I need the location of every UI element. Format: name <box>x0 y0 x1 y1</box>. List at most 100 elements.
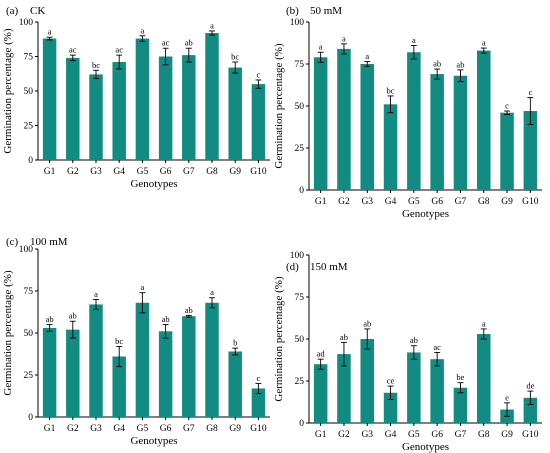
bar <box>205 33 219 160</box>
significance-letter: a <box>365 51 369 61</box>
bar <box>313 57 328 190</box>
x-tick-label: G2 <box>67 424 79 434</box>
significance-letter: be <box>456 372 464 382</box>
chart-panel: (b) 50 mM 0 25 50 75 100 Germination percentage… <box>273 5 542 220</box>
bar <box>383 392 398 423</box>
x-axis-title: Genotypes <box>130 435 177 447</box>
panel-label: (d) <box>286 261 299 273</box>
bar <box>523 397 538 423</box>
bar <box>66 329 80 417</box>
bar <box>476 50 491 191</box>
y-tick-label: 100 <box>290 18 305 28</box>
panel-label: (b) <box>286 5 299 17</box>
bar <box>158 56 173 160</box>
bar <box>228 67 242 160</box>
y-tick-label: 75 <box>24 53 34 63</box>
y-tick-label: 25 <box>295 377 305 387</box>
bar <box>42 38 57 161</box>
x-tick-label: G6 <box>431 197 443 207</box>
bar <box>182 316 196 417</box>
bar <box>430 359 444 423</box>
x-tick-label: G4 <box>113 424 125 434</box>
significance-letter: bc <box>92 60 100 70</box>
x-tick-label: G6 <box>160 424 172 434</box>
bar <box>42 327 57 417</box>
panel-condition: 100 mM <box>30 236 68 248</box>
significance-letter: ab <box>363 318 371 328</box>
bar <box>337 48 351 190</box>
significance-letter: b <box>233 338 237 348</box>
x-tick-label: G7 <box>183 424 195 434</box>
x-tick-label: G10 <box>250 167 267 177</box>
bar <box>453 387 468 423</box>
y-tick-label: 75 <box>24 287 34 297</box>
x-tick-label: G8 <box>206 167 218 177</box>
x-tick-label: G2 <box>67 167 79 177</box>
x-tick-label: G9 <box>229 424 241 434</box>
y-tick-label: 0 <box>28 156 33 166</box>
x-tick-label: G9 <box>501 430 513 440</box>
significance-letter: ab <box>433 59 441 69</box>
x-axis-title: Genotypes <box>130 178 177 190</box>
bar <box>135 302 150 417</box>
chart-panel: (c) 100 mM 0 25 50 75 100 Germination percentag… <box>2 236 270 447</box>
bar <box>360 64 375 190</box>
bar <box>500 112 514 190</box>
y-tick-label: 75 <box>295 60 305 70</box>
significance-letter: a <box>319 42 323 52</box>
significance-letter: ab <box>162 314 170 324</box>
y-tick-label: 0 <box>299 186 304 196</box>
y-tick-label: 100 <box>19 245 34 255</box>
y-tick-label: 25 <box>24 371 34 381</box>
y-tick-label: 25 <box>24 122 34 132</box>
panel-condition: 150 mM <box>310 261 348 273</box>
y-tick-label: 25 <box>295 144 305 154</box>
y-axis-title: Germination percentage (%) <box>273 43 285 169</box>
x-tick-label: G1 <box>44 424 56 434</box>
y-tick-label: 75 <box>295 293 305 303</box>
x-tick-label: G7 <box>455 430 467 440</box>
y-axis-title: Germination percentage (%) <box>2 28 14 154</box>
x-tick-label: G8 <box>478 430 490 440</box>
x-tick-label: G1 <box>315 197 327 207</box>
significance-letter: bc <box>115 336 123 346</box>
y-tick-label: 0 <box>299 419 304 429</box>
bar <box>112 356 126 417</box>
bar <box>453 75 468 190</box>
chart-panel: (d) 150 mM 0 25 50 75 100 Germination percentag… <box>273 251 542 453</box>
significance-letter: ac <box>433 342 441 352</box>
x-tick-label: G3 <box>361 197 373 207</box>
bar <box>182 55 196 161</box>
panel-label: (c) <box>6 236 19 248</box>
x-tick-label: G2 <box>338 430 350 440</box>
bar <box>89 304 103 417</box>
significance-letter: ab <box>456 59 464 69</box>
x-tick-label: G9 <box>229 167 241 177</box>
y-axis-title: Germination percentage (%) <box>2 270 14 396</box>
significance-letter: ce <box>387 376 395 386</box>
significance-letter: ac <box>115 45 123 55</box>
x-tick-label: G4 <box>385 430 397 440</box>
bar <box>135 38 150 161</box>
bar <box>66 57 80 160</box>
significance-letter: de <box>526 381 534 391</box>
significance-letter: ab <box>46 314 54 324</box>
x-tick-label: G8 <box>478 197 490 207</box>
x-tick-label: G4 <box>385 197 397 207</box>
significance-letter: c <box>257 373 261 383</box>
y-tick-label: 50 <box>295 335 305 345</box>
significance-letter: a <box>342 33 346 43</box>
x-tick-label: G10 <box>522 430 539 440</box>
y-axis-title: Germination percentage (%) <box>273 276 285 402</box>
significance-letter: ab <box>340 332 348 342</box>
x-tick-label: G8 <box>206 424 218 434</box>
significance-letter: ab <box>185 38 193 48</box>
x-tick-label: G1 <box>44 167 56 177</box>
bar <box>205 302 219 417</box>
x-tick-label: G2 <box>338 197 350 207</box>
bar <box>430 74 444 190</box>
x-tick-label: G5 <box>408 430 420 440</box>
bar <box>476 333 491 423</box>
x-tick-label: G9 <box>501 197 513 207</box>
y-tick-label: 100 <box>290 251 305 261</box>
